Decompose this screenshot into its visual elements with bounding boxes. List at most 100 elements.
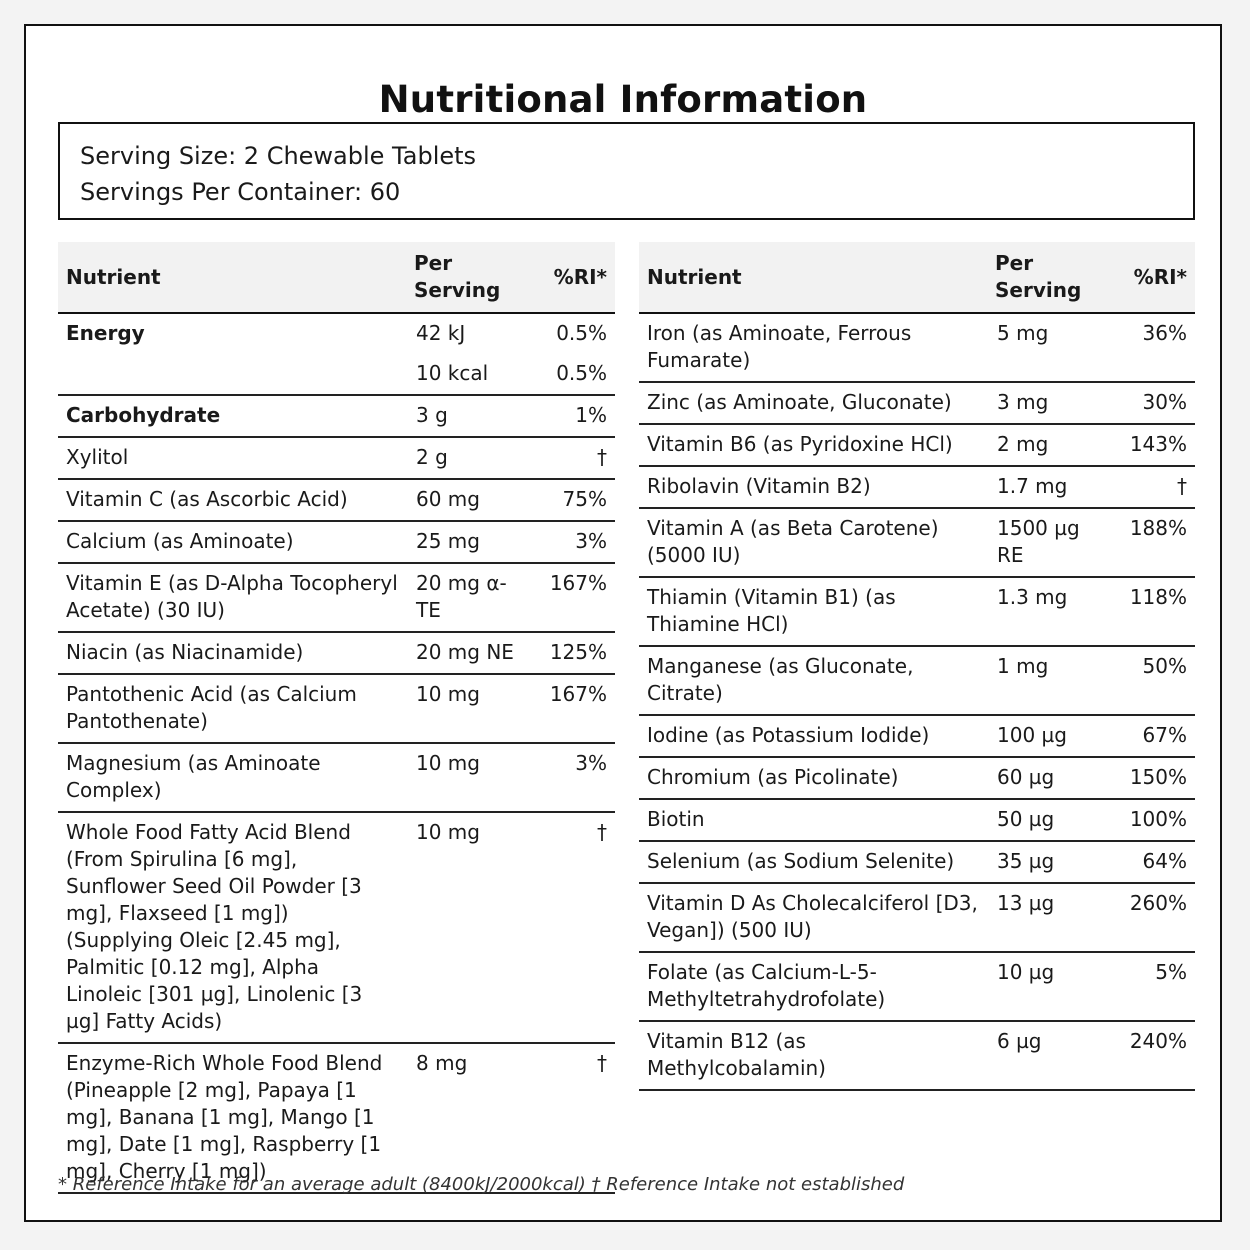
table-row: Manganese (as Gluconate, Citrate) 1 mg 50% (639, 646, 1195, 716)
nutrient-amount: 10 mg (406, 743, 532, 813)
right-nutrient-column: Nutrient Per Serving %RI* Iron (as Amino… (639, 242, 1195, 1091)
nutrient-ri: † (532, 812, 615, 1044)
nutrient-name: Ribolavin (Vitamin B2) (639, 466, 987, 509)
table-row: Zinc (as Aminoate, Gluconate) 3 mg 30% (639, 382, 1195, 425)
nutrient-amount: 50 µg (987, 799, 1113, 842)
table-row: Selenium (as Sodium Selenite) 35 µg 64% (639, 841, 1195, 884)
nutrient-ri: 143% (1113, 424, 1195, 467)
nutrient-amount: 42 kJ (416, 321, 466, 345)
nutrient-ri: † (1113, 466, 1195, 509)
table-row: Pantothenic Acid (as Calcium Pantothenat… (58, 674, 615, 744)
table-row: Vitamin D As Cholecalciferol [D3, Vegan]… (639, 883, 1195, 953)
nutrient-ri: 50% (1113, 646, 1195, 716)
nutrient-name: Vitamin C (as Ascorbic Acid) (58, 479, 406, 522)
table-row: Vitamin B6 (as Pyridoxine HCl) 2 mg 143% (639, 424, 1195, 467)
nutrient-name: Xylitol (58, 437, 406, 480)
nutrient-amount: 10 µg (987, 952, 1113, 1022)
header-nutrient: Nutrient (639, 242, 987, 314)
nutrient-amount: 35 µg (987, 841, 1113, 884)
footnote: * Reference Intake for an average adult … (58, 1174, 905, 1195)
nutrient-ri: 75% (532, 479, 615, 522)
nutrient-ri: 100% (1113, 799, 1195, 842)
nutrient-amount: 13 µg (987, 883, 1113, 953)
servings-per-container: Servings Per Container: 60 (80, 178, 401, 206)
header-ri: %RI* (532, 242, 615, 314)
table-row: Biotin 50 µg 100% (639, 799, 1195, 842)
nutrient-amount: 1500 µg RE (987, 508, 1113, 578)
table-row: Calcium (as Aminoate) 25 mg 3% (58, 521, 615, 564)
nutrient-amount: 20 mg α-TE (406, 563, 532, 633)
nutrient-name: Niacin (as Niacinamide) (58, 632, 406, 675)
table-row: Vitamin A (as Beta Carotene) (5000 IU) 15… (639, 508, 1195, 578)
table-row: Folate (as Calcium-L-5-Methyltetrahydrof… (639, 952, 1195, 1022)
nutrient-name: Thiamin (Vitamin B1) (as Thiamine HCl) (639, 577, 987, 647)
nutrient-amount: 20 mg NE (406, 632, 532, 675)
serving-info-box: Serving Size: 2 Chewable Tablets Serving… (58, 122, 1195, 220)
nutrient-ri: 125% (532, 632, 615, 675)
table-row: Ribolavin (Vitamin B2) 1.7 mg † (639, 466, 1195, 509)
nutrient-name: Iodine (as Potassium Iodide) (639, 715, 987, 758)
table-header-row: Nutrient Per Serving %RI* (639, 242, 1195, 314)
nutrient-amount: 2 mg (987, 424, 1113, 467)
nutrient-amount: 100 µg (987, 715, 1113, 758)
right-table-body: Iron (as Aminoate, Ferrous Fumarate) 5 mg… (639, 313, 1195, 1091)
nutrient-name: Folate (as Calcium-L-5-Methyltetrahydrof… (639, 952, 987, 1022)
header-nutrient: Nutrient (58, 242, 406, 314)
table-header-row: Nutrient Per Serving %RI* (58, 242, 615, 314)
nutrient-name: Manganese (as Gluconate, Citrate) (639, 646, 987, 716)
nutrient-ri: 1% (532, 395, 615, 438)
nutrient-name: Vitamin B12 (as Methylcobalamin) (639, 1021, 987, 1091)
nutrient-amount: 25 mg (406, 521, 532, 564)
nutrient-ri: 167% (532, 674, 615, 744)
left-nutrient-column: Nutrient Per Serving %RI* Energy 42 kJ 0.5… (58, 242, 615, 1194)
nutrient-ri: 260% (1113, 883, 1195, 953)
nutrient-ri: 36% (1113, 313, 1195, 383)
nutrient-amount: 3 mg (987, 382, 1113, 425)
nutrient-name (58, 354, 406, 396)
nutrient-name: Vitamin A (as Beta Carotene) (5000 IU) (639, 508, 987, 578)
nutrient-amount: 10 kcal (406, 354, 532, 396)
nutrient-amount: 8 mg (406, 1043, 532, 1194)
nutrient-amount: 5 mg (987, 313, 1113, 383)
nutrient-name: Magnesium (as Aminoate Complex) (58, 743, 406, 813)
table-row: Xylitol 2 g † (58, 437, 615, 480)
nutrient-amount: 60 mg (406, 479, 532, 522)
nutrient-amount: 1 mg (987, 646, 1113, 716)
table-row: Vitamin B12 (as Methylcobalamin) 6 µg 240% (639, 1021, 1195, 1091)
nutrient-ri: 118% (1113, 577, 1195, 647)
nutrient-ri: † (532, 437, 615, 480)
nutrient-amount: 6 µg (987, 1021, 1113, 1091)
table-row: Niacin (as Niacinamide) 20 mg NE 125% (58, 632, 615, 675)
nutrient-amount: 60 µg (987, 757, 1113, 800)
left-nutrient-table: Nutrient Per Serving %RI* Energy 42 kJ 0.5… (58, 242, 615, 1194)
nutrient-amount: 10 mg (406, 674, 532, 744)
nutrient-ri: 0.5% (532, 354, 615, 396)
nutrient-amount: 1.7 mg (987, 466, 1113, 509)
nutrient-amount: 3 g (406, 395, 532, 438)
nutrient-ri: 5% (1113, 952, 1195, 1022)
header-per-serving: Per Serving (987, 242, 1113, 314)
nutrient-name: Iron (as Aminoate, Ferrous Fumarate) (639, 313, 987, 383)
nutrient-ri: 30% (1113, 382, 1195, 425)
nutrient-name: Biotin (639, 799, 987, 842)
nutrient-name: Whole Food Fatty Acid Blend (From Spirul… (58, 812, 406, 1044)
table-row: Vitamin E (as D-Alpha Tocopheryl Acetate… (58, 563, 615, 633)
nutrient-amount: 10 mg (406, 812, 532, 1044)
table-row: Enzyme-Rich Whole Food Blend (Pineapple … (58, 1043, 615, 1194)
nutrient-amount: 1.3 mg (987, 577, 1113, 647)
page-title: Nutritional Information (378, 78, 868, 121)
table-row: Energy 42 kJ 0.5% (58, 313, 615, 354)
nutrient-name: Chromium (as Picolinate) (639, 757, 987, 800)
nutrient-ri: 240% (1113, 1021, 1195, 1091)
nutrient-name: Energy (66, 321, 145, 345)
nutrient-ri: 150% (1113, 757, 1195, 800)
header-ri: %RI* (1113, 242, 1195, 314)
table-row: 10 kcal 0.5% (58, 354, 615, 396)
nutrient-name: Vitamin D As Cholecalciferol [D3, Vegan]… (639, 883, 987, 953)
table-row: Whole Food Fatty Acid Blend (From Spirul… (58, 812, 615, 1044)
nutrient-name: Pantothenic Acid (as Calcium Pantothenat… (58, 674, 406, 744)
left-table-body: Energy 42 kJ 0.5% 10 kcal 0.5% Carbohydrate 3 … (58, 313, 615, 1194)
table-row: Chromium (as Picolinate) 60 µg 150% (639, 757, 1195, 800)
table-row: Iron (as Aminoate, Ferrous Fumarate) 5 mg… (639, 313, 1195, 383)
nutrient-name: Vitamin E (as D-Alpha Tocopheryl Acetate… (58, 563, 406, 633)
